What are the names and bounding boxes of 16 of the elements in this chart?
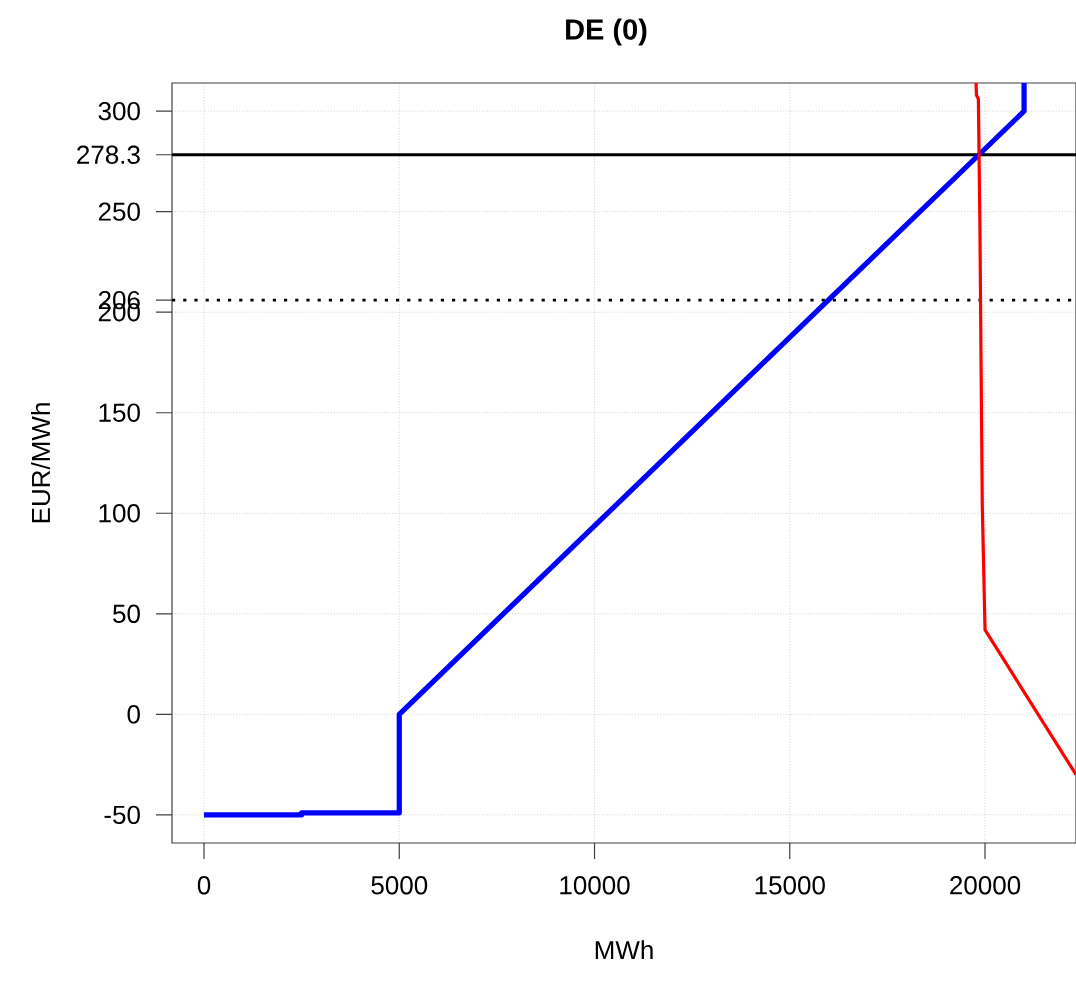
y-tick-label: 100 — [99, 504, 140, 523]
y-tick-label: 50 — [113, 604, 140, 623]
y-tick-label: 300 — [98, 101, 140, 121]
x-tick-label: 15000 — [755, 876, 825, 895]
x-tick-label: 20000 — [950, 876, 1021, 895]
y-tick-label: -50 — [104, 805, 140, 825]
y-tick-label: 250 — [98, 202, 140, 221]
ref-line-label: 278.3 — [77, 145, 140, 164]
x-tick-label: 0 — [197, 876, 211, 895]
y-axis-title: EUR/MWh — [31, 403, 51, 523]
x-tick-label: 10000 — [560, 876, 630, 895]
x-tick-label: 5000 — [371, 876, 428, 895]
y-tick-label: 0 — [127, 705, 140, 724]
chart-title: DE (0) — [566, 18, 647, 46]
y-tick-label: 150 — [99, 403, 140, 422]
x-axis-title: MWh — [595, 940, 653, 960]
